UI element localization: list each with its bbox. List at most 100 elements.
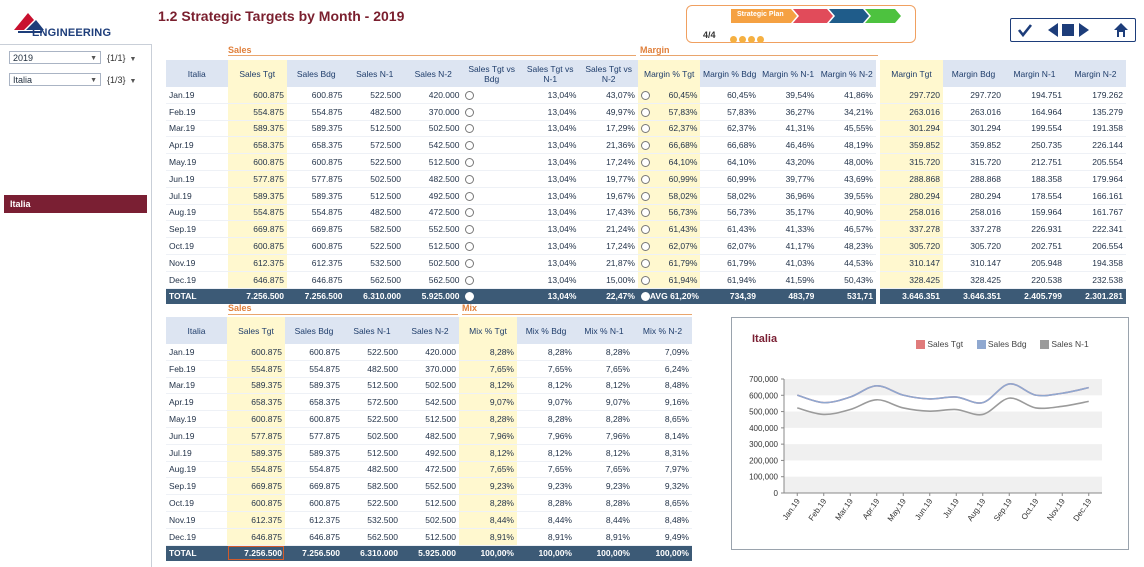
col-header-margin-tgt[interactable]: Margin Tgt xyxy=(880,60,943,87)
status-circle-icon xyxy=(465,258,475,268)
cell-sales-n-1: 522.500 xyxy=(345,153,404,171)
cell-italia[interactable]: Jan.19 xyxy=(166,87,228,104)
cell-value: 61,43% xyxy=(727,224,756,235)
cell-italia[interactable]: Jul.19 xyxy=(166,444,227,462)
cell-value: 60,45% xyxy=(668,89,698,100)
cell-value: 17,24% xyxy=(606,157,635,168)
cell-sales-tgt: 589.375 xyxy=(227,377,285,395)
cell-value: 66,68% xyxy=(727,140,756,151)
chevron-down-icon[interactable]: ▼ xyxy=(129,56,137,63)
table-row: Feb.19 554.875 554.875 482.500 370.000 7,65% 7… xyxy=(166,360,692,378)
cell-italia[interactable]: Sep.19 xyxy=(166,220,228,239)
cell-sales-tgt-vs-n-2: 19,67% xyxy=(579,187,638,205)
cell-margin-pct-n-1: 39,54% xyxy=(758,87,818,104)
col-header-sales-bdg[interactable]: Sales Bdg xyxy=(287,60,346,87)
country-select[interactable]: Italia ▼ xyxy=(9,73,101,86)
cell-italia[interactable]: Feb.19 xyxy=(166,360,227,378)
col-header-margin-n-1[interactable]: Margin N-1 xyxy=(1004,60,1065,87)
series-line-sales-bdg xyxy=(797,383,1089,404)
col-header-margin-pct-n-2[interactable]: Margin % N-2 xyxy=(817,60,876,87)
table-row: Feb.19 554.875 554.875 482.500 370.000 13,04%… xyxy=(166,103,876,121)
cell-italia[interactable]: Jun.19 xyxy=(166,427,227,445)
back-icon[interactable] xyxy=(1047,23,1059,37)
year-select[interactable]: 2019 ▼ xyxy=(9,51,101,64)
cell-italia[interactable]: May.19 xyxy=(166,153,228,171)
cell-value: 17,43% xyxy=(606,207,635,218)
col-header-italia[interactable]: Italia xyxy=(166,60,228,87)
cell-italia[interactable]: Dec.19 xyxy=(166,528,227,546)
cell-italia[interactable]: Aug.19 xyxy=(166,204,228,222)
cell-sales-tgt-vs-bdg xyxy=(462,187,521,205)
cell-sales-tgt-vs-n-2: 21,24% xyxy=(579,220,638,239)
cell-sales-bdg: 589.375 xyxy=(287,120,346,138)
brand-name: ENGINEERING xyxy=(32,27,112,39)
strategic-plan-panel[interactable]: Strategic Plan 4/4 xyxy=(686,5,916,43)
cell-italia[interactable]: Jul.19 xyxy=(166,187,228,205)
stop-icon[interactable] xyxy=(1062,24,1074,36)
col-header-margin-n-2[interactable]: Margin N-2 xyxy=(1065,60,1126,87)
col-header-mix-pct-tgt[interactable]: Mix % Tgt xyxy=(459,317,517,344)
year-count: {1/1} ▼ xyxy=(107,53,136,63)
col-header-sales-n-1[interactable]: Sales N-1 xyxy=(345,60,404,87)
cell-italia[interactable]: Feb.19 xyxy=(166,103,228,121)
col-header-sales-n-2[interactable]: Sales N-2 xyxy=(403,60,463,87)
cell-value: 502.500 xyxy=(370,173,401,184)
cell-italia[interactable]: Oct.19 xyxy=(166,494,227,512)
col-header-sales-tgt-vs-n-1[interactable]: Sales Tgt vs N-1 xyxy=(520,60,580,87)
cell-value: 532.500 xyxy=(370,257,401,268)
cell-margin-pct-bdg: 61,43% xyxy=(700,220,759,239)
chevron-down-icon[interactable]: ▼ xyxy=(129,78,137,85)
cell-italia[interactable]: Dec.19 xyxy=(166,271,228,289)
home-icon[interactable] xyxy=(1113,22,1129,38)
cell-value: 669.875 xyxy=(311,224,343,235)
cell-italia[interactable]: Apr.19 xyxy=(166,136,228,155)
cell-sales-tgt: 669.875 xyxy=(227,220,288,239)
col-header-sales-tgt-vs-n-2[interactable]: Sales Tgt vs N-2 xyxy=(579,60,638,87)
cell-sales-bdg: 554.875 xyxy=(287,204,346,222)
cell-italia[interactable]: Jun.19 xyxy=(166,170,228,188)
cell-italia[interactable]: Mar.19 xyxy=(166,377,227,395)
cell-italia[interactable]: Oct.19 xyxy=(166,237,228,255)
cell-sales-n-2: 562.500 xyxy=(403,271,463,289)
cell-sales-bdg: 600.875 xyxy=(285,494,343,512)
col-header-margin-bdg[interactable]: Margin Bdg xyxy=(943,60,1004,87)
col-header-sales-bdg[interactable]: Sales Bdg xyxy=(285,317,343,344)
status-circle-icon xyxy=(640,107,650,117)
cell-italia[interactable]: May.19 xyxy=(166,410,227,428)
col-header-mix-pct-n-2[interactable]: Mix % N-2 xyxy=(633,317,692,344)
top-sales-section-line xyxy=(228,55,636,56)
cell-italia[interactable]: Aug.19 xyxy=(166,461,227,479)
forward-icon[interactable] xyxy=(1078,23,1090,37)
cell-italia[interactable]: Nov.19 xyxy=(166,254,228,272)
cell-value: 61,79% xyxy=(727,257,756,268)
col-header-sales-tgt[interactable]: Sales Tgt xyxy=(227,60,288,87)
table-row: 305.720 305.720 202.751 206.554 xyxy=(880,237,1126,255)
cell-mix-pct-n-1: 8,12% xyxy=(575,377,633,395)
cell-italia[interactable]: Sep.19 xyxy=(166,477,227,496)
cell-sales-n-1: 522.500 xyxy=(343,410,401,428)
cell-italia[interactable]: Mar.19 xyxy=(166,120,228,138)
cell-value: Jun.19 xyxy=(169,173,195,184)
cell-value: 19,77% xyxy=(606,173,635,184)
cell-italia[interactable]: Jan.19 xyxy=(166,344,227,361)
cell-italia[interactable]: Apr.19 xyxy=(166,393,227,412)
col-header-sales-tgt[interactable]: Sales Tgt xyxy=(227,317,285,344)
table-row: Jun.19 577.875 577.875 502.500 482.500 13,04%… xyxy=(166,170,876,188)
cell-sales-tgt-vs-n-1: 13,04% xyxy=(520,153,580,171)
col-header-sales-n-2[interactable]: Sales N-2 xyxy=(401,317,459,344)
chevron-down-icon: ▼ xyxy=(90,77,97,84)
col-header-sales-n-1[interactable]: Sales N-1 xyxy=(343,317,401,344)
cell-sales-tgt-vs-n-1: 13,04% xyxy=(520,103,580,121)
col-header-margin-pct-n-1[interactable]: Margin % N-1 xyxy=(758,60,818,87)
cell-sales-tgt-vs-n-1: 13,04% xyxy=(520,271,580,289)
col-header-mix-pct-n-1[interactable]: Mix % N-1 xyxy=(575,317,633,344)
cell-margin-pct-n-1: 41,31% xyxy=(758,120,818,138)
check-icon[interactable] xyxy=(1017,22,1033,38)
selected-item-italia[interactable]: Italia xyxy=(4,195,147,213)
col-header-margin-pct-tgt[interactable]: Margin % Tgt xyxy=(637,60,701,87)
col-header-sales-tgt-vs-bdg[interactable]: Sales Tgt vs Bdg xyxy=(462,60,521,87)
col-header-mix-pct-bdg[interactable]: Mix % Bdg xyxy=(517,317,575,344)
col-header-italia[interactable]: Italia xyxy=(166,317,227,344)
col-header-margin-pct-bdg[interactable]: Margin % Bdg xyxy=(700,60,759,87)
cell-italia[interactable]: Nov.19 xyxy=(166,511,227,529)
